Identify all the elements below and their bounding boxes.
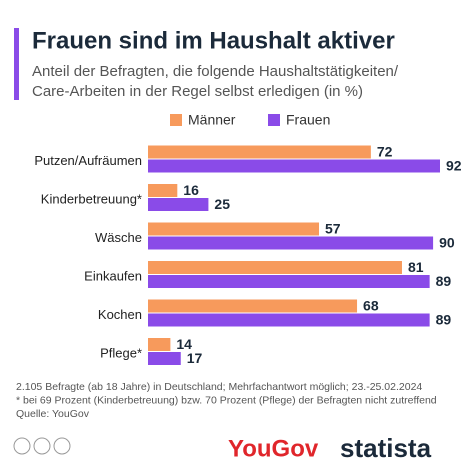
legend-swatch xyxy=(170,114,182,126)
value-label: 92 xyxy=(446,158,462,174)
bar xyxy=(148,236,434,250)
bar xyxy=(148,145,371,159)
value-label: 89 xyxy=(436,273,452,289)
bar xyxy=(148,299,358,313)
value-label: 14 xyxy=(176,336,192,352)
value-label: 17 xyxy=(187,350,203,366)
value-label: 72 xyxy=(377,144,393,160)
category-label: Pflege* xyxy=(100,345,142,360)
footnote: * bei 69 Prozent (Kinderbetreuung) bzw. … xyxy=(16,394,437,406)
accent-bar xyxy=(14,28,19,100)
chart-title: Frauen sind im Haushalt aktiver xyxy=(32,27,395,54)
legend-label: Männer xyxy=(188,112,236,128)
value-label: 16 xyxy=(183,182,199,198)
copyright-icons xyxy=(13,437,71,455)
value-label: 25 xyxy=(214,196,230,212)
bar xyxy=(148,198,209,211)
value-label: 68 xyxy=(363,298,379,314)
value-label: 90 xyxy=(439,235,455,251)
footnote: Quelle: YouGov xyxy=(16,408,90,420)
footnote: 2.105 Befragte (ab 18 Jahre) in Deutschl… xyxy=(16,381,422,393)
bar xyxy=(148,261,402,274)
category-label: Kochen xyxy=(98,307,142,322)
chart-subtitle: Care-Arbeiten in der Regel selbst erledi… xyxy=(32,83,363,100)
bar xyxy=(148,338,171,351)
bar xyxy=(148,159,440,173)
bar xyxy=(148,313,430,327)
bar xyxy=(148,184,178,197)
value-label: 89 xyxy=(436,312,452,328)
bar xyxy=(148,275,430,288)
value-label: 81 xyxy=(408,259,424,275)
chart-subtitle: Anteil der Befragten, die folgende Haush… xyxy=(32,63,399,80)
category-label: Kinderbetreuung* xyxy=(41,191,142,206)
value-label: 57 xyxy=(325,221,341,237)
category-label: Einkaufen xyxy=(84,268,142,283)
category-label: Putzen/Aufräumen xyxy=(34,153,142,168)
logo-statista: statista xyxy=(340,433,432,463)
category-label: Wäsche xyxy=(95,230,142,245)
bar xyxy=(148,222,320,236)
logo-yougov: YouGov xyxy=(228,435,319,462)
bar xyxy=(148,352,181,365)
legend-swatch xyxy=(268,114,280,126)
legend-label: Frauen xyxy=(286,112,330,128)
